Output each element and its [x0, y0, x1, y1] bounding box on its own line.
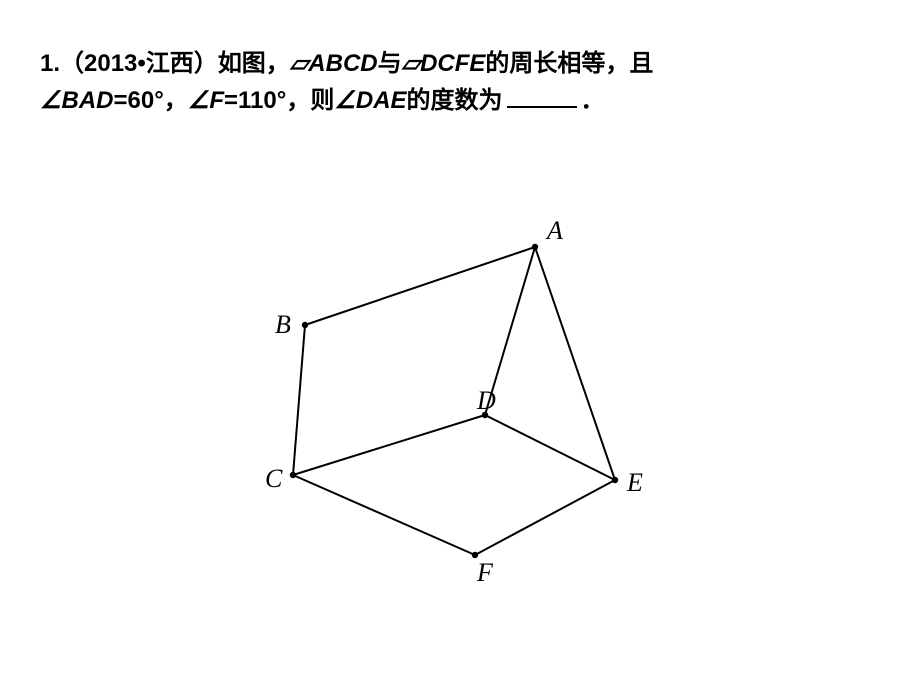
edge-AB — [305, 247, 535, 325]
period: ． — [581, 87, 605, 114]
problem-line-2: ∠BAD=60°，∠F=110°，则∠DAE的度数为． — [40, 82, 880, 119]
text-seg-3: 的周长相等，且 — [485, 50, 653, 77]
slide-page: 1.（2013•江西）如图，▱ABCD与▱DCFE的周长相等，且 ∠BAD=60… — [0, 0, 920, 690]
vertex-A — [532, 244, 538, 250]
geometry-figure: A B D C E F — [225, 215, 695, 585]
figure-svg: A B D C E F — [225, 215, 695, 585]
text-seg-2: 与 — [378, 50, 402, 77]
figure-edges — [293, 247, 615, 555]
eq-60: =60°， — [114, 87, 188, 114]
edge-FC — [293, 475, 475, 555]
text-seg-4: 的度数为 — [407, 87, 503, 114]
edge-BC — [293, 325, 305, 475]
figure-labels: A B D C E F — [265, 216, 643, 585]
parallelogram-symbol-1: ▱ — [290, 50, 308, 77]
label-F: F — [476, 558, 494, 585]
paren-open: （ — [60, 50, 84, 77]
paren-close: ） — [194, 50, 218, 77]
parallelogram-symbol-2: ▱ — [402, 50, 420, 77]
figure-vertices — [290, 244, 618, 558]
problem-statement: 1.（2013•江西）如图，▱ABCD与▱DCFE的周长相等，且 ∠BAD=60… — [40, 45, 880, 119]
label-B: B — [275, 310, 291, 339]
angle-symbol-2: ∠ — [188, 87, 210, 114]
vertices-abcd: ABCD — [308, 50, 377, 77]
problem-number: 1. — [40, 50, 60, 77]
source-year: 2013• — [84, 50, 146, 77]
label-C: C — [265, 464, 283, 493]
vertex-C — [290, 472, 296, 478]
edge-CD — [293, 415, 485, 475]
source-place: 江西 — [146, 50, 194, 77]
angle-symbol-3: ∠ — [334, 87, 356, 114]
eq-110: =110°，则 — [224, 87, 334, 114]
edge-EF — [475, 480, 615, 555]
vertex-E — [612, 477, 618, 483]
angle-symbol-1: ∠ — [40, 87, 62, 114]
text-seg-1: 如图， — [218, 50, 290, 77]
vertex-B — [302, 322, 308, 328]
label-A: A — [545, 216, 563, 245]
label-D: D — [476, 386, 496, 415]
vertices-dcfe: DCFE — [420, 50, 485, 77]
label-E: E — [626, 468, 643, 497]
angle-f: F — [209, 87, 224, 114]
answer-blank — [507, 106, 577, 108]
angle-bad: BAD — [62, 87, 114, 114]
angle-dae: DAE — [356, 87, 407, 114]
